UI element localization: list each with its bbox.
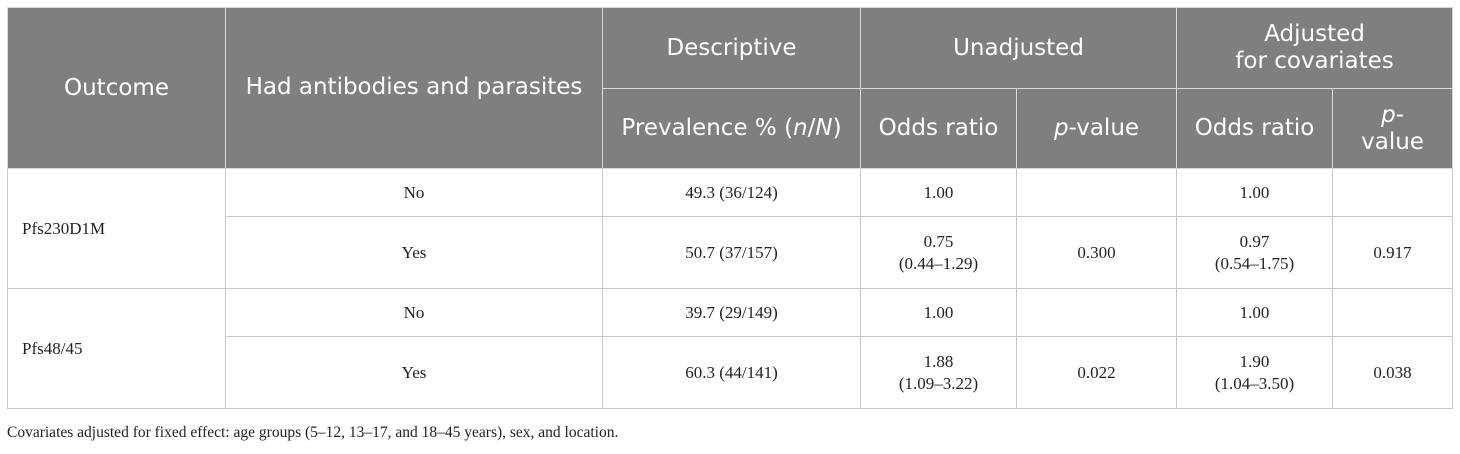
- odds-ratio-cell: 0.75 (0.44–1.29): [860, 216, 1017, 289]
- header-odds-ratio: Odds ratio: [860, 88, 1017, 169]
- header-outcome: Outcome: [7, 7, 226, 169]
- adj-p-value-cell: 0.917: [1332, 216, 1454, 289]
- table-row: Pfs230D1M No 49.3 (36/124) 1.00 1.00: [7, 168, 1454, 289]
- had-cell: No: [225, 288, 603, 337]
- prevalence-cell: 39.7 (29/149): [602, 288, 861, 337]
- adj-p-value-cell: 0.038: [1332, 336, 1454, 409]
- header-row-1: Outcome Had antibodies and parasites Des…: [7, 7, 1454, 169]
- table-row: Yes 60.3 (44/141) 1.88 (1.09–3.22) 0.022 …: [8, 336, 1454, 409]
- adj-p-value-cell: [1332, 288, 1454, 337]
- header-adj-p-value: p- value: [1332, 88, 1454, 169]
- header-adjusted-line1: Adjusted: [1264, 21, 1365, 47]
- adj-p-value-cell: [1332, 168, 1454, 217]
- p-value-cell: 0.022: [1015, 336, 1178, 409]
- prevalence-cell: 50.7 (37/157): [602, 216, 861, 289]
- odds-ratio-cell: 1.00: [860, 288, 1017, 337]
- odds-ratio-cell: 1.00: [860, 168, 1017, 217]
- header-adj-odds-ratio: Odds ratio: [1176, 88, 1334, 169]
- header-p-value: p-value: [1015, 88, 1178, 169]
- header-unadjusted: Unadjusted: [859, 7, 1178, 89]
- header-adjusted-line2: for covariates: [1235, 48, 1394, 74]
- p-value-cell: [1015, 168, 1178, 217]
- header-had-antibodies: Had antibodies and parasites: [225, 7, 603, 169]
- header-row-2: Prevalence % (n/N) Odds ratio p-value Od…: [8, 88, 1454, 169]
- odds-ratio-cell: 1.88 (1.09–3.22): [860, 336, 1017, 409]
- had-cell: Yes: [225, 336, 603, 409]
- had-cell: No: [225, 168, 603, 217]
- results-table: Outcome Had antibodies and parasites Des…: [7, 7, 1454, 409]
- prevalence-cell: 49.3 (36/124): [602, 168, 861, 217]
- outcome-cell: Pfs230D1M: [7, 168, 226, 289]
- adj-odds-ratio-cell: 0.97 (0.54–1.75): [1176, 216, 1334, 289]
- adj-odds-ratio-cell: 1.90 (1.04–3.50): [1176, 336, 1334, 409]
- table-row: Pfs48/45 No 39.7 (29/149) 1.00 1.00: [7, 288, 1454, 409]
- outcome-cell: Pfs48/45: [7, 288, 226, 409]
- prevalence-cell: 60.3 (44/141): [602, 336, 861, 409]
- p-value-cell: 0.300: [1015, 216, 1178, 289]
- header-prevalence: Prevalence % (n/N): [602, 88, 861, 169]
- header-adjusted: Adjusted for covariates: [1176, 7, 1454, 89]
- adj-odds-ratio-cell: 1.00: [1176, 168, 1334, 217]
- had-cell: Yes: [225, 216, 603, 289]
- p-value-cell: [1015, 288, 1178, 337]
- adj-odds-ratio-cell: 1.00: [1176, 288, 1334, 337]
- header-descriptive: Descriptive: [602, 7, 861, 89]
- results-table-container: Outcome Had antibodies and parasites Des…: [7, 7, 1454, 409]
- table-footnote: Covariates adjusted for fixed effect: ag…: [7, 424, 619, 441]
